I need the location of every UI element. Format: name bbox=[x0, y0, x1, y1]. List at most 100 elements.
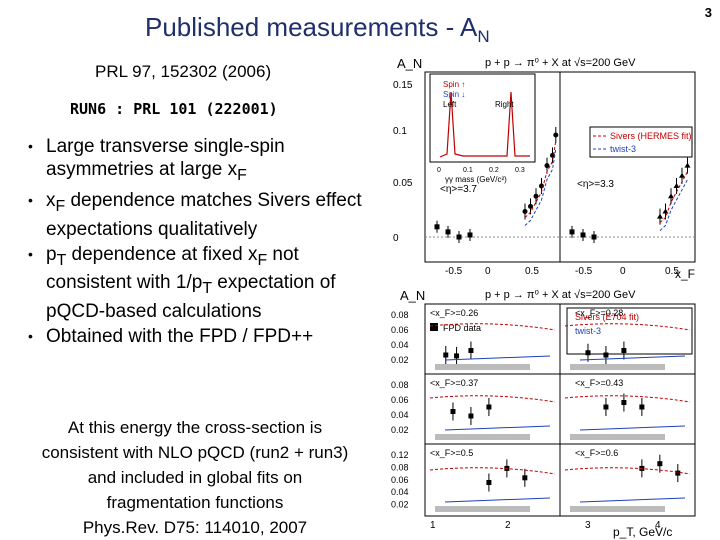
data-point bbox=[522, 209, 528, 214]
plot1-xtick-label: 0.5 bbox=[525, 266, 539, 277]
data-point bbox=[553, 132, 559, 138]
sivers-curve bbox=[429, 323, 556, 331]
data-point bbox=[528, 203, 533, 209]
plot1-ytick-label: 0.05 bbox=[393, 178, 413, 189]
systematic-band bbox=[435, 434, 530, 440]
data-point bbox=[621, 348, 627, 353]
inset-label: Right bbox=[495, 100, 514, 109]
inset-tick: 0.1 bbox=[463, 167, 473, 174]
plot2-xtick-label: 3 bbox=[585, 520, 591, 531]
plot2-ticks: 0.08 0.06 0.04 0.02 0.08 0.06 0.04 0.02 0.12 0.08… bbox=[391, 310, 661, 531]
plot2-xlabel: p_T, GeV/c bbox=[613, 525, 672, 539]
bullet-item: • xF dependence matches Sivers effect exp… bbox=[28, 189, 362, 240]
data-point bbox=[486, 480, 492, 485]
panel-label: <x_F>=0.43 bbox=[575, 378, 623, 388]
plot2-ytick-label: 0.12 bbox=[391, 450, 409, 460]
footer-line: Phys.Rev. D75: 114010, 2007 bbox=[82, 518, 308, 537]
plot1-xtick-label: -0.5 bbox=[575, 266, 593, 277]
plot1-xticks: -0.5 0 0.5 -0.5 0 0.5 bbox=[445, 266, 679, 277]
footer-line: At this energy the cross-section is bbox=[67, 418, 323, 437]
panel-label: <x_F>=0.28 bbox=[575, 308, 623, 318]
group-label: <η>=3.7 bbox=[440, 184, 477, 195]
plot1-title: p + p → π⁰ + X at √s=200 GeV bbox=[485, 57, 636, 69]
plot2-panel-labels: <x_F>=0.26 <x_F>=0.28 <x_F>=0.37 <x_F>=0.43… bbox=[430, 308, 623, 458]
data-point bbox=[443, 352, 449, 358]
twist3-curve bbox=[579, 425, 686, 431]
plot1-xtick-label: 0.5 bbox=[665, 266, 679, 277]
data-point bbox=[533, 193, 539, 199]
plot2-title: p + p → π⁰ + X at √s=200 GeV bbox=[485, 289, 636, 301]
plot2-ytick-label: 0.02 bbox=[391, 425, 409, 435]
systematic-band bbox=[570, 434, 665, 440]
footer-line: fragmentation functions bbox=[106, 493, 284, 512]
plot1-legend bbox=[589, 126, 693, 158]
data-point bbox=[434, 224, 440, 230]
data-point bbox=[468, 413, 474, 419]
bullet-item: • Large transverse single-spin asymmetrie… bbox=[28, 136, 285, 184]
plot2-ytick-label: 0.04 bbox=[391, 340, 409, 350]
plot2-ytick-label: 0.08 bbox=[391, 380, 409, 390]
legend-label: twist-3 bbox=[610, 144, 636, 154]
data-point bbox=[486, 404, 492, 410]
footer-line: consistent with NLO pQCD (run2 + run3) bbox=[41, 443, 349, 462]
data-point bbox=[450, 409, 456, 414]
plot1-ytick-label: 0.15 bbox=[393, 80, 413, 91]
data-point bbox=[657, 461, 663, 467]
twist3-curve bbox=[579, 355, 686, 361]
plot1-xtick-label: -0.5 bbox=[445, 266, 463, 277]
inset-label: Left bbox=[443, 100, 457, 109]
plot1-yticks: 0.15 0.1 0.05 0 bbox=[393, 80, 413, 244]
sivers-curve bbox=[429, 467, 556, 475]
data-point bbox=[603, 352, 609, 358]
data-point bbox=[621, 400, 627, 405]
an-vs-xf-plot: A_N p + p → π⁰ + X at √s=200 GeV 0.150.1… bbox=[393, 56, 696, 281]
plot1-xtick-label: 0 bbox=[620, 266, 626, 277]
panel-label: <x_F>=0.26 bbox=[430, 308, 478, 318]
legend-label: Sivers (HERMES fit) bbox=[610, 131, 692, 141]
data-point bbox=[603, 404, 609, 410]
plot2-ytick-label: 0.06 bbox=[391, 475, 409, 485]
plot2-ytick-label: 0.06 bbox=[391, 395, 409, 405]
sivers-curve bbox=[564, 323, 691, 331]
data-point bbox=[639, 404, 645, 410]
plot1-inset-peaks bbox=[439, 91, 530, 158]
plot1-ytick-label: 0.1 bbox=[393, 126, 407, 137]
data-point bbox=[467, 232, 473, 238]
legend-label: Sivers (E704 fit) bbox=[575, 312, 639, 322]
plot2-ytick-label: 0.08 bbox=[391, 310, 409, 320]
legend-label: FPD data bbox=[443, 323, 481, 333]
panel-label: <x_F>=0.37 bbox=[430, 378, 478, 388]
footer-text: At this energy the cross-section is cons… bbox=[10, 415, 380, 540]
systematic-band bbox=[570, 506, 665, 512]
inset-tick: 0.2 bbox=[489, 167, 499, 174]
plot1-marks bbox=[434, 127, 691, 243]
data-point bbox=[673, 183, 680, 188]
panel-label: <x_F>=0.6 bbox=[575, 448, 618, 458]
plot2-ytick-label: 0.02 bbox=[391, 500, 409, 510]
twist3-curve bbox=[524, 148, 557, 226]
plot2-xtick-label: 4 bbox=[655, 520, 661, 531]
plot2-ylabel: A_N bbox=[400, 288, 425, 303]
plot2-ytick-label: 0.04 bbox=[391, 487, 409, 497]
an-vs-pt-plot: A_N p + p → π⁰ + X at √s=200 GeV 0.08 0.0… bbox=[391, 288, 696, 539]
data-point bbox=[445, 229, 451, 235]
legend-marker bbox=[430, 323, 438, 331]
bullet-item: • pT dependence at fixed xF not consisten… bbox=[28, 243, 336, 323]
inset-label: Spin ↑ bbox=[443, 80, 465, 89]
sivers-curve bbox=[524, 140, 557, 218]
inset-tick: 0.3 bbox=[515, 167, 525, 174]
plot2-xtick-label: 1 bbox=[430, 520, 436, 531]
panel-label: <x_F>=0.5 bbox=[430, 448, 473, 458]
sivers-curve bbox=[564, 395, 691, 403]
sivers-curve bbox=[564, 467, 691, 475]
data-point bbox=[456, 234, 462, 240]
plot2-ytick-label: 0.02 bbox=[391, 355, 409, 365]
reference-run6: RUN6 : PRL 101 (222001) bbox=[70, 100, 278, 118]
bullet-list: • Large transverse single-spin asymmetrie… bbox=[26, 135, 366, 350]
data-point bbox=[569, 229, 575, 235]
group-label: <η>=3.3 bbox=[577, 179, 614, 190]
twist3-curve bbox=[579, 497, 686, 503]
data-point bbox=[454, 353, 460, 359]
plot2-marks bbox=[429, 323, 691, 512]
twist3-curve bbox=[444, 497, 551, 503]
